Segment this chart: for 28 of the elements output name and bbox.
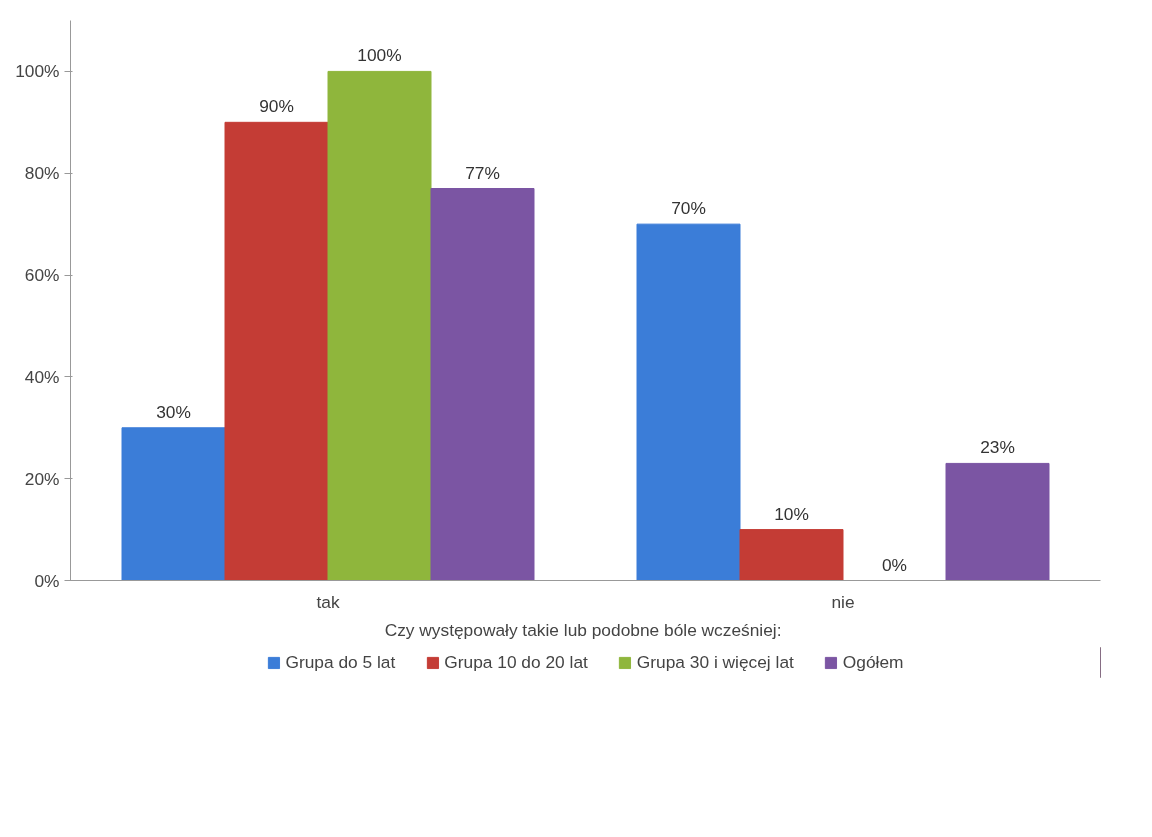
legend-label: Grupa 30 i więcej lat bbox=[636, 651, 794, 673]
legend-label: Grupa 10 do 20 lat bbox=[444, 651, 588, 673]
data-label: 23% bbox=[980, 437, 1015, 458]
bar bbox=[430, 188, 535, 581]
data-label: 30% bbox=[156, 401, 191, 422]
data-label: 0% bbox=[881, 554, 908, 575]
y-tick-label: 20% bbox=[24, 468, 60, 489]
data-label: 10% bbox=[774, 503, 809, 524]
y-tick-label: 0% bbox=[34, 570, 60, 591]
y-tick-label: 40% bbox=[24, 366, 60, 387]
y-tick-label: 80% bbox=[24, 163, 60, 184]
data-label: 77% bbox=[465, 162, 500, 183]
x-axis-title: Czy występowały takie lub podobne bóle wcześniej: bbox=[384, 619, 782, 640]
y-tick-label: 60% bbox=[24, 265, 60, 286]
bar bbox=[636, 223, 741, 581]
bar bbox=[121, 427, 226, 581]
bar bbox=[739, 529, 844, 581]
data-label: 90% bbox=[259, 96, 294, 117]
bar bbox=[945, 462, 1050, 581]
y-tick-label: 100% bbox=[15, 61, 60, 82]
bar bbox=[327, 70, 432, 581]
legend-label: Grupa do 5 lat bbox=[285, 651, 396, 673]
bar bbox=[224, 121, 329, 581]
legend-label: Ogółem bbox=[842, 651, 904, 673]
x-tick-label: nie bbox=[831, 591, 855, 612]
data-label: 100% bbox=[357, 45, 402, 66]
x-tick-label: tak bbox=[316, 591, 340, 612]
data-label: 70% bbox=[671, 198, 706, 219]
